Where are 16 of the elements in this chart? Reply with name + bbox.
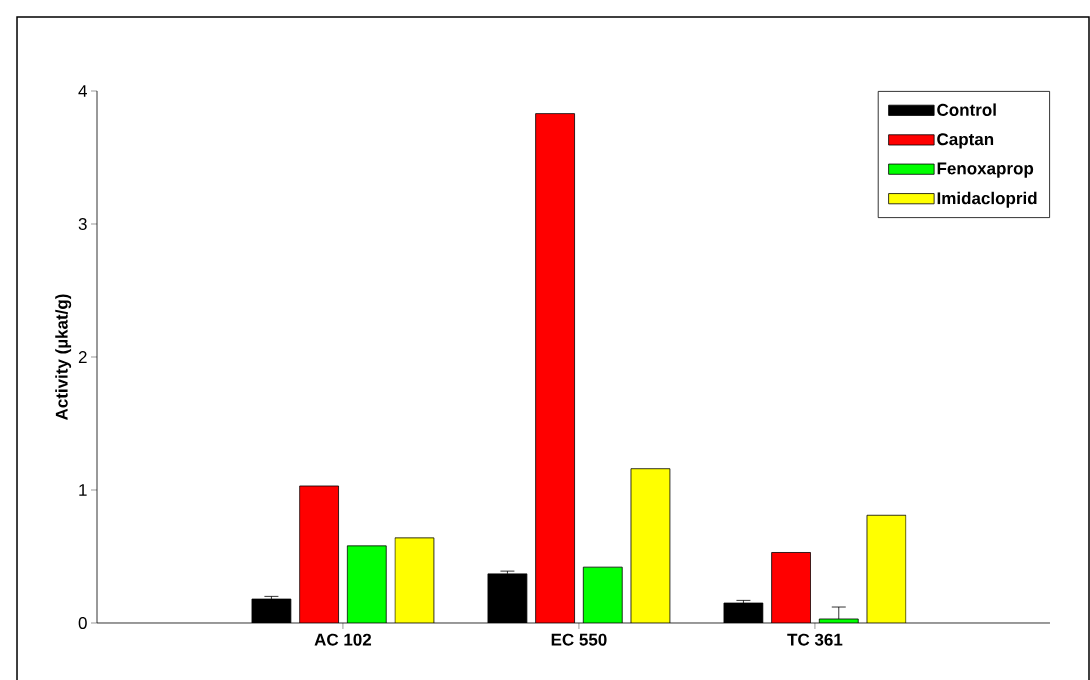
legend-label: Fenoxaprop: [937, 162, 1034, 178]
y-tick-label: 4: [78, 85, 87, 97]
legend-label: Imidacloprid: [937, 191, 1037, 208]
x-tick-label: EC 550: [551, 633, 607, 646]
bar: [299, 486, 339, 623]
y-tick-label: 3: [78, 217, 87, 231]
y-tick-label: 0: [78, 616, 87, 630]
y-tick-label: 2: [78, 351, 87, 363]
legend-label: Control: [937, 103, 996, 116]
x-tick-label: TC 361: [787, 633, 843, 646]
bar: [535, 113, 575, 623]
y-axis-title: Activity (µkat/g): [55, 294, 72, 421]
bar: [771, 552, 811, 623]
x-tick-label: AC 102: [314, 633, 372, 646]
legend-label: Captan: [937, 133, 994, 149]
y-tick-label: 1: [79, 484, 87, 496]
